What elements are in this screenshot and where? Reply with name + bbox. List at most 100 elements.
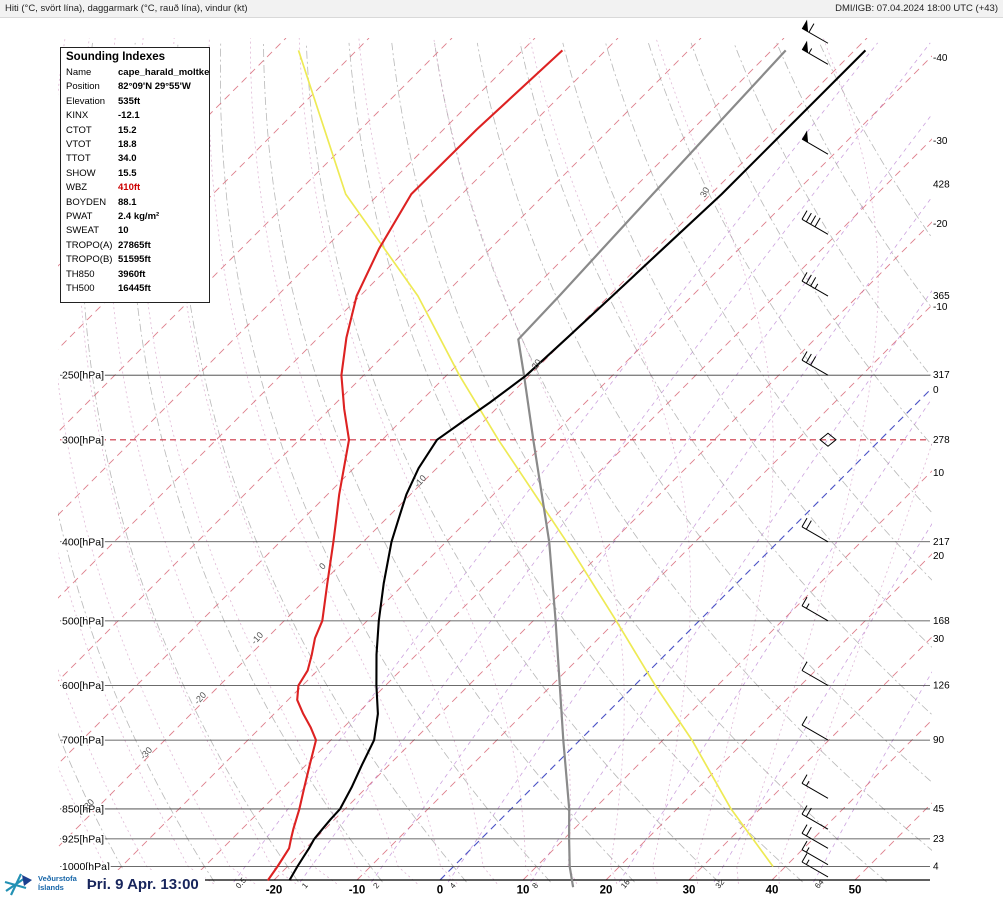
org-name: Veðurstofa Íslands <box>38 875 77 892</box>
index-row-boyden: BOYDEN 88.1 <box>66 196 204 210</box>
isotherm-line <box>273 221 932 881</box>
wind-barb-staff <box>801 670 829 686</box>
right-height-label: 4 <box>933 862 939 873</box>
bottom-temp-label: 30 <box>683 885 696 897</box>
sounding-indexes-rows: Name cape_harald_moltke Position 82°09'N 29… <box>66 66 209 297</box>
pressure-label: 600[hPa] <box>62 680 104 692</box>
right-height-label: 217 <box>933 537 950 548</box>
wind-barb-staff <box>801 605 829 622</box>
dry-adiabat-line <box>519 42 932 716</box>
mixing-ratio-line <box>713 523 932 883</box>
moist-adiabat-line <box>358 38 578 884</box>
isotherm-line <box>854 802 932 881</box>
right-height-label: 23 <box>933 834 945 845</box>
dry-adiabat-line <box>733 42 932 378</box>
sounding-lines <box>266 49 867 888</box>
pressure-label: 700[hPa] <box>62 735 104 747</box>
index-value: 34.0 <box>118 153 137 165</box>
moist-adiabat-line <box>58 38 256 885</box>
wind-barb-full <box>805 807 812 817</box>
model-run-text: DMI/IGB: 07.04.2024 18:00 UTC (+43) <box>835 3 998 14</box>
isotherm-line <box>522 470 932 881</box>
index-label: PWAT <box>66 211 93 223</box>
isotherm-line <box>58 38 785 765</box>
pressure-label: 400[hPa] <box>62 536 104 548</box>
moist-adiabat-line <box>298 38 538 885</box>
pressure-label: 850[hPa] <box>62 803 104 815</box>
wind-barb-full <box>801 853 808 863</box>
wind-barb-staff <box>801 832 829 849</box>
index-row-show: SHOW 15.5 <box>66 167 204 181</box>
isotherm-line <box>356 304 932 881</box>
wind-barb-full <box>801 840 808 850</box>
pressure-label: 300[hPa] <box>62 434 104 446</box>
bottom-temp-label: -10 <box>349 885 366 897</box>
moist-adiabat-line <box>58 552 215 885</box>
dry-adiabat-line <box>58 510 215 883</box>
wind-barb-full <box>801 351 808 361</box>
index-row-kinx: KINX -12.1 <box>66 109 204 123</box>
index-value: 15.5 <box>118 167 137 179</box>
index-row-ttot: TTOT 34.0 <box>66 152 204 166</box>
sounding-indexes-panel: Sounding Indexes Name cape_harald_moltke P… <box>60 47 210 303</box>
wind-barb-full <box>810 277 817 287</box>
mixing-ratio-label: 4 <box>448 881 458 891</box>
right-height-label: 126 <box>933 681 950 692</box>
dewpoint-line <box>266 49 564 882</box>
index-row-position: Position 82°09'N 29°55'W <box>66 80 204 94</box>
axis-labels: 250[hPa] 300[hPa] 400[hPa] 500[hPa] 600[hPa]… <box>61 53 951 897</box>
curve-label: 20 <box>529 357 543 371</box>
pressure-label: 925[hPa] <box>62 833 104 845</box>
curve-label: -20 <box>192 690 208 706</box>
moist-adiabat-line <box>778 442 932 884</box>
index-label: TH500 <box>66 283 95 295</box>
right-temp-label: 30 <box>933 634 945 645</box>
mixing-ratio-line <box>299 42 931 883</box>
wind-barb-full <box>805 212 812 223</box>
wind-barb-staff <box>801 280 829 297</box>
mixing-ratio-line <box>813 671 932 883</box>
wind-barb-half <box>805 780 810 787</box>
dry-adiabat-line <box>648 42 932 514</box>
dry-adiabat-line <box>348 42 803 883</box>
dry-adiabat-line <box>819 42 932 239</box>
gray-reference-line <box>517 49 787 888</box>
wind-barb-full <box>801 661 808 671</box>
valid-datetime: Þri. 9 Apr. 13:00 <box>86 875 199 893</box>
index-value: 535ft <box>118 95 141 107</box>
index-label: KINX <box>66 110 89 122</box>
isotherm-line <box>771 719 932 881</box>
index-value: 82°09'N 29°55'W <box>118 81 191 93</box>
mixing-ratio-line <box>233 42 878 883</box>
moist-adiabat-line <box>529 38 691 884</box>
mixing-ratio-label: 8 <box>530 881 540 891</box>
wind-barb-staff <box>801 48 829 65</box>
index-row-vtot: VTOT 18.8 <box>66 138 204 152</box>
dry-adiabat-line <box>391 42 888 883</box>
index-label: SHOW <box>66 167 96 179</box>
index-label: TROPO(A) <box>66 239 113 251</box>
mixing-ratio-label: 1 <box>300 881 310 891</box>
right-temp-label: -10 <box>933 302 948 313</box>
right-height-label: 45 <box>933 804 945 815</box>
wind-barb-full <box>801 517 808 528</box>
index-row-th500: TH500 16445ft <box>66 282 204 296</box>
index-value: 18.8 <box>118 139 137 151</box>
wind-barb-pennant <box>802 40 809 53</box>
isotherm-line <box>688 636 932 881</box>
bottom-temp-label: 40 <box>766 885 779 897</box>
index-row-ctot: CTOT 15.2 <box>66 124 204 138</box>
wind-barb-staff <box>801 218 829 235</box>
index-value: cape_harald_moltke <box>118 67 210 78</box>
right-height-label: 365 <box>933 291 950 302</box>
moist-adiabat-line <box>137 38 378 885</box>
index-value: 2.4 kg/m² <box>118 211 160 223</box>
dry-adiabat-line <box>434 42 932 851</box>
dry-adiabat-line <box>562 42 932 648</box>
moist-adiabat-line <box>433 38 625 884</box>
pressure-label: 250[hPa] <box>62 370 104 382</box>
right-temp-label: -20 <box>933 219 948 230</box>
wind-barb-full <box>805 353 812 363</box>
mixing-ratio-line <box>618 397 932 883</box>
temperature-line <box>288 49 867 881</box>
